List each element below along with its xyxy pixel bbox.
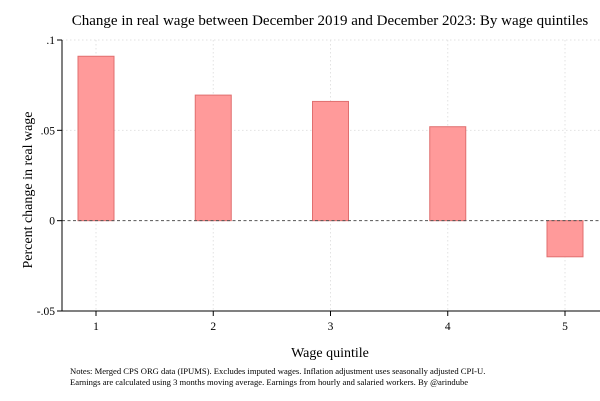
bars-layer [77, 55, 584, 258]
x-tick-label: 3 [328, 321, 334, 333]
bar-quintile-1 [77, 55, 115, 222]
bar-quintile-5 [546, 220, 584, 258]
notes-line-2: Earnings are calculated using 3 months m… [70, 376, 469, 387]
chart-title: Change in real wage between December 201… [72, 13, 589, 29]
x-axis-label: Wage quintile [291, 346, 369, 361]
y-tick-label: -.05 [37, 306, 55, 318]
y-tick-label: .05 [41, 125, 56, 137]
bar-quintile-4 [429, 126, 467, 222]
bar-quintile-3 [312, 100, 349, 222]
x-tick-label: 2 [210, 321, 216, 333]
bar-quintile-2 [194, 94, 232, 222]
y-tick-label: .1 [46, 35, 55, 47]
y-axis-label: Percent change in real wage [21, 111, 36, 268]
y-tick-label: 0 [49, 216, 55, 228]
x-tick-label: 4 [445, 321, 451, 333]
x-tick-label: 5 [562, 321, 568, 333]
tick-layer: -.05 0 .05 .1 1 2 3 4 5 [37, 35, 568, 333]
x-tick-label: 1 [93, 321, 99, 333]
notes-line-1: Notes: Merged CPS ORG data (IPUMS). Excl… [70, 366, 486, 376]
chart-notes: Notes: Merged CPS ORG data (IPUMS). Excl… [70, 366, 590, 387]
